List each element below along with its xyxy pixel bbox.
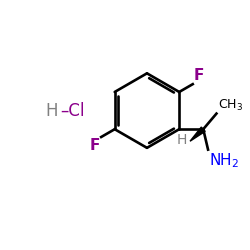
Text: F: F bbox=[90, 138, 100, 153]
Text: H: H bbox=[46, 102, 58, 119]
Polygon shape bbox=[190, 127, 205, 141]
Text: CH$_3$: CH$_3$ bbox=[218, 98, 243, 113]
Text: NH$_2$: NH$_2$ bbox=[209, 151, 240, 170]
Text: –Cl: –Cl bbox=[60, 102, 84, 119]
Text: F: F bbox=[194, 68, 204, 83]
Text: H: H bbox=[177, 133, 187, 147]
